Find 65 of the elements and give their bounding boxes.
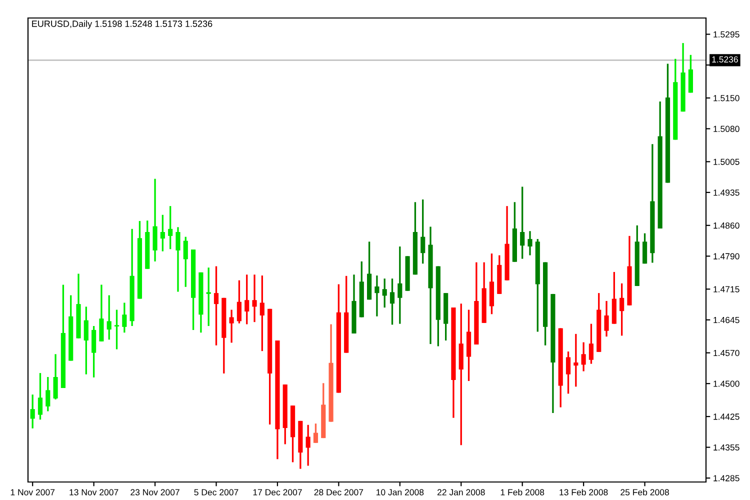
candlestick bbox=[574, 333, 578, 388]
candlestick bbox=[106, 294, 112, 340]
candlestick bbox=[374, 274, 380, 318]
candlestick bbox=[581, 341, 586, 372]
candlestick bbox=[168, 205, 173, 250]
candlestick bbox=[306, 424, 310, 467]
y-tick-label: 1.4790 bbox=[714, 253, 740, 260]
candlestick bbox=[520, 186, 525, 260]
candlestick bbox=[528, 230, 532, 256]
candlestick bbox=[420, 198, 426, 264]
y-tick-label: 1.4860 bbox=[714, 222, 740, 229]
x-tick-label: 22 Jan 2008 bbox=[437, 489, 485, 496]
candlestick bbox=[252, 274, 257, 323]
candlestick bbox=[92, 325, 96, 378]
y-tick-label: 1.5150 bbox=[714, 95, 740, 102]
candlestick bbox=[604, 300, 609, 338]
y-tick-label: 1.4355 bbox=[714, 444, 740, 451]
candlestick bbox=[38, 372, 43, 420]
candlestick bbox=[176, 226, 180, 293]
y-tick-label: 1.4645 bbox=[714, 316, 740, 324]
x-tick-label: 10 Jan 2008 bbox=[376, 489, 424, 496]
chart-title: EURUSD,Daily 1.5198 1.5248 1.5173 1.5236 bbox=[32, 20, 212, 29]
x-tick-label: 13 Feb 2008 bbox=[560, 488, 608, 496]
y-tick-label: 1.5080 bbox=[714, 126, 740, 132]
candlestick bbox=[84, 306, 88, 376]
candlestick bbox=[114, 308, 120, 350]
candlestick bbox=[122, 302, 127, 334]
candlestick bbox=[642, 232, 648, 264]
x-tick-label: 13 Nov 2007 bbox=[70, 489, 118, 496]
x-tick-label: 23 Nov 2007 bbox=[130, 489, 180, 496]
candlestick bbox=[313, 422, 318, 444]
x-tick-label: 5 Dec 2007 bbox=[194, 489, 238, 496]
candlestick bbox=[688, 54, 693, 94]
y-tick-label: 1.4285 bbox=[714, 475, 740, 482]
candlestick bbox=[46, 376, 50, 412]
candlestick bbox=[229, 308, 234, 344]
candlestick bbox=[398, 246, 402, 325]
candlestick bbox=[260, 274, 264, 352]
x-tick-label: 28 Dec 2007 bbox=[314, 489, 364, 496]
candlestick bbox=[566, 350, 571, 395]
y-tick-label: 1.4715 bbox=[714, 286, 740, 292]
y-tick-label: 1.4425 bbox=[714, 414, 740, 420]
y-tick-label: 1.4500 bbox=[714, 380, 740, 387]
candlestick bbox=[160, 214, 165, 252]
candlestick bbox=[183, 236, 188, 288]
candlestick bbox=[244, 274, 250, 326]
candlestick bbox=[30, 394, 35, 430]
x-tick-label: 25 Feb 2008 bbox=[620, 488, 669, 496]
candlestick bbox=[99, 284, 104, 342]
candlestick bbox=[53, 353, 58, 400]
candlestick bbox=[620, 282, 624, 337]
candlestick bbox=[382, 278, 387, 308]
y-tick-label: 1.4570 bbox=[714, 350, 740, 356]
y-tick-label: 1.5295 bbox=[714, 31, 740, 38]
x-tick-label: 17 Dec 2007 bbox=[253, 489, 302, 496]
y-tick-label: 1.5005 bbox=[714, 158, 740, 165]
candlestick bbox=[588, 322, 594, 365]
candlestick bbox=[206, 266, 211, 327]
x-tick-label: 1 Feb 2008 bbox=[500, 488, 544, 496]
y-tick-label: 1.4935 bbox=[714, 190, 740, 196]
ref-line-label: 1.5236 bbox=[712, 56, 738, 63]
candlestick bbox=[390, 278, 395, 326]
candlestick bbox=[214, 265, 219, 346]
x-tick-label: 1 Nov 2007 bbox=[10, 489, 55, 496]
candlestick bbox=[236, 279, 242, 324]
